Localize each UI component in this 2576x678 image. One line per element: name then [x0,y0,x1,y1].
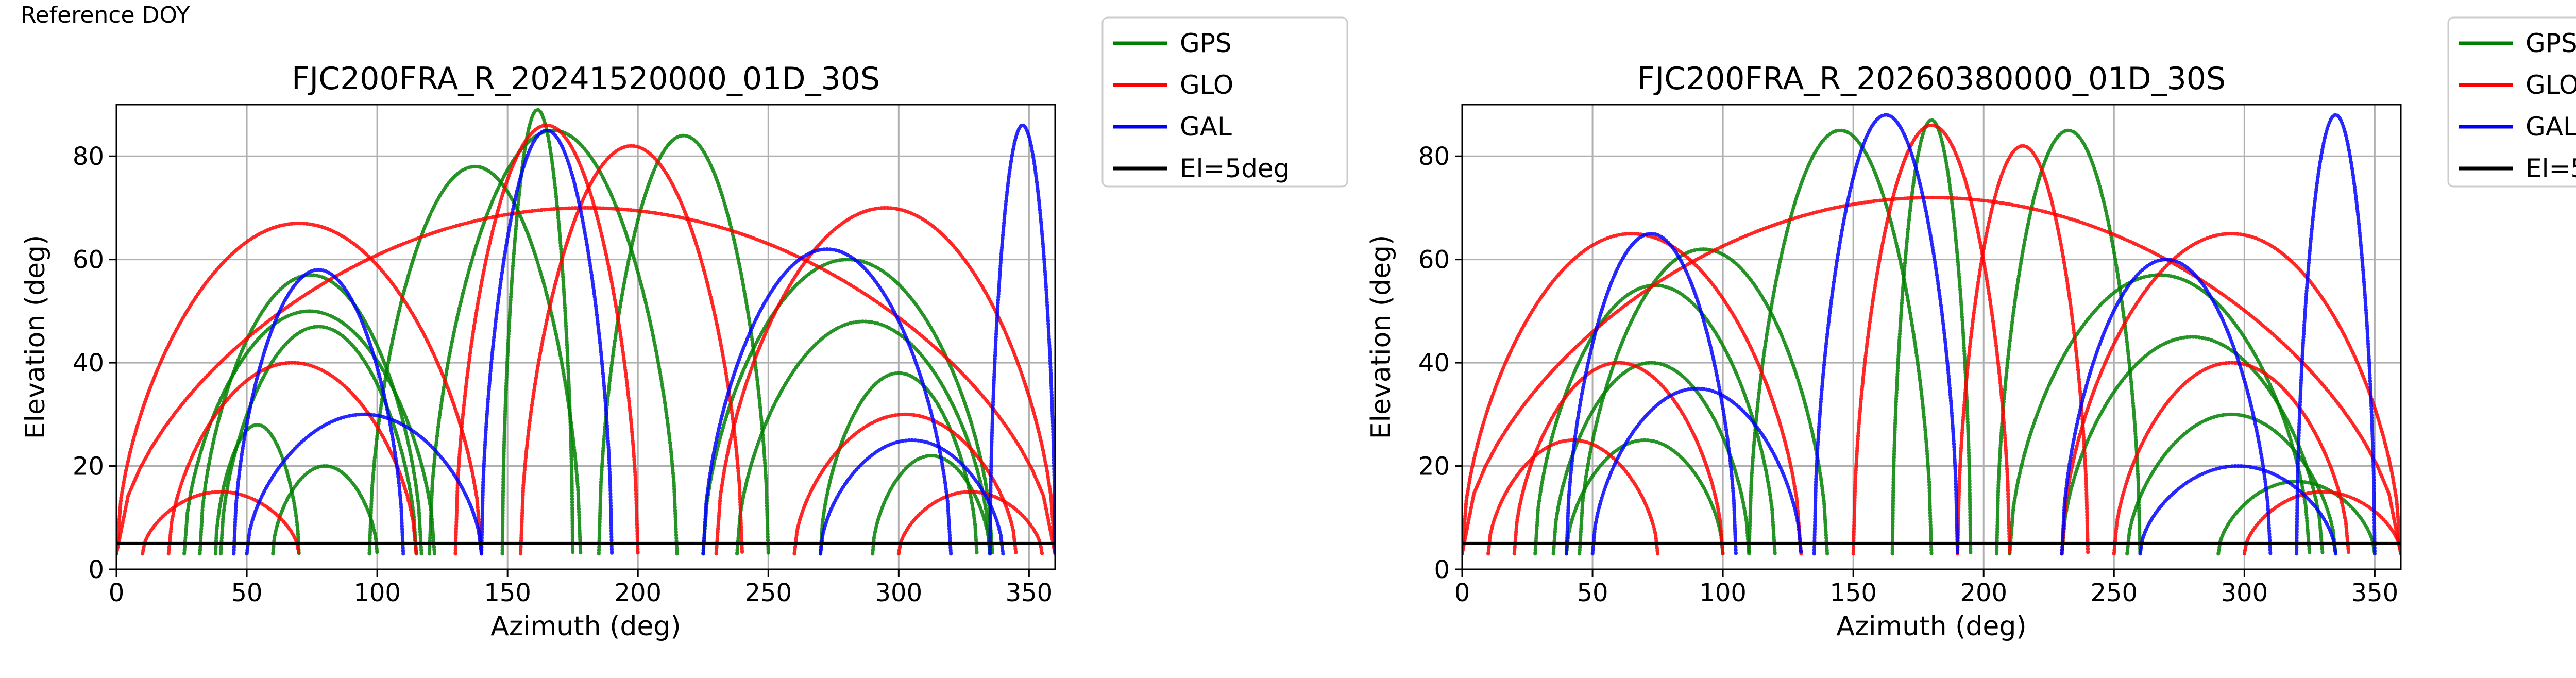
track-gps [871,453,992,556]
track-glo [519,144,744,556]
y-tick-label: 80 [1418,142,1450,171]
track-gps [1995,128,2142,556]
track-glo [896,490,1044,556]
x-tick-label: 50 [231,579,263,607]
track-gps [2060,335,2325,556]
legend-box [1101,16,1348,188]
reference-doy-label: Reference DOY [21,2,190,28]
track-glo [2112,361,2351,556]
track-gps [271,464,379,556]
track-glo [1462,195,2401,556]
track-gps [735,319,992,556]
y-tick-label: 40 [73,349,104,378]
track-glo [792,412,1018,556]
track-gps [597,133,770,556]
track-glo [453,123,640,556]
plot-frame [1461,104,2402,570]
legend-label: GAL [2526,112,2576,142]
y-tick-label: 20 [73,452,104,481]
chart-title: FJC200FRA_R_20241520000_01D_30S [292,61,880,97]
y-tick-label: 60 [73,246,104,275]
track-gps [1564,438,1725,556]
x-tick-label: 200 [1960,579,2007,607]
track-gps [218,325,418,556]
x-axis-label: Azimuth (deg) [490,611,681,642]
x-axis-label: Azimuth (deg) [1836,611,2026,642]
track-gps [198,273,423,556]
x-tick-label: 300 [2221,579,2268,607]
legend-label: GAL [1180,112,1232,142]
track-gal [2295,113,2377,556]
y-tick-label: 0 [1434,555,1450,584]
legend: GPS GLO GAL El=5deg [1101,16,1348,188]
track-gps [427,128,679,556]
track-gps [1551,361,1751,556]
x-tick-label: 100 [353,579,401,607]
x-tick-label: 350 [1006,579,1053,607]
x-tick-label: 200 [614,579,662,607]
x-tick-label: 50 [1577,579,1608,607]
x-tick-label: 100 [1699,579,1747,607]
track-glo [1512,361,1725,556]
y-tick-label: 20 [1418,452,1450,481]
track-gps [1578,247,1829,556]
track-glo [2060,232,2401,556]
track-gps [701,258,994,556]
legend-label: GPS [2526,28,2576,58]
legend-label: GLO [1180,70,1233,100]
track-gal [701,247,953,556]
track-gal [2060,258,2273,556]
x-tick-label: 300 [875,579,923,607]
plot-frame [115,104,1056,570]
track-gps [1890,118,1973,556]
track-glo [166,361,418,556]
x-tick-label: 0 [1454,579,1470,607]
legend-label: GLO [2526,70,2576,100]
satellite-tracks [116,108,1055,556]
track-gal [245,412,484,556]
track-glo [116,221,484,556]
legend-label: GPS [1180,28,1232,58]
chart-title: FJC200FRA_R_20260380000_01D_30S [1637,61,2226,97]
x-tick-label: 150 [484,579,531,607]
y-tick-label: 60 [1418,246,1450,275]
track-gal [2138,464,2337,556]
track-gps [1747,128,1934,556]
track-glo [1462,232,1803,556]
track-gps [500,108,575,556]
track-glo [141,490,301,556]
track-gal [819,438,1005,556]
track-glo [1851,123,2012,556]
y-tick-label: 0 [88,555,104,584]
track-glo [1956,144,2090,556]
track-gal [480,128,614,556]
track-gal [232,268,405,556]
y-axis-label: Elevation (deg) [20,235,51,439]
x-tick-label: 350 [2351,579,2399,607]
legend-box [2447,16,2576,188]
track-gal [988,123,1055,556]
y-tick-label: 80 [73,142,104,171]
skyplot-panel-2: 0 50 100 150 200 250 300 350 0 20 40 60 80 Azimuth (d… [1366,16,2576,642]
track-gps [2125,412,2337,556]
x-tick-label: 150 [1829,579,1877,607]
x-tick-label: 0 [109,579,125,607]
x-tick-label: 250 [744,579,792,607]
satellite-tracks [1462,113,2401,556]
legend-label: El=5deg [2526,154,2576,183]
skyplot-panel-1: 0 50 100 150 200 250 300 350 0 20 40 60 80 Azimuth (d… [20,16,1348,642]
track-gps [367,164,583,556]
track-glo [1486,438,1660,556]
y-tick-label: 40 [1418,349,1450,378]
track-gps [213,422,301,556]
track-gal [1564,232,1738,556]
y-axis-label: Elevation (deg) [1366,235,1397,439]
track-gal [1812,113,1960,556]
track-gal [1590,386,1803,556]
x-tick-label: 250 [2090,579,2138,607]
legend: GPS GLO GAL El=5deg [2447,16,2576,188]
legend-label: El=5deg [1180,154,1290,183]
